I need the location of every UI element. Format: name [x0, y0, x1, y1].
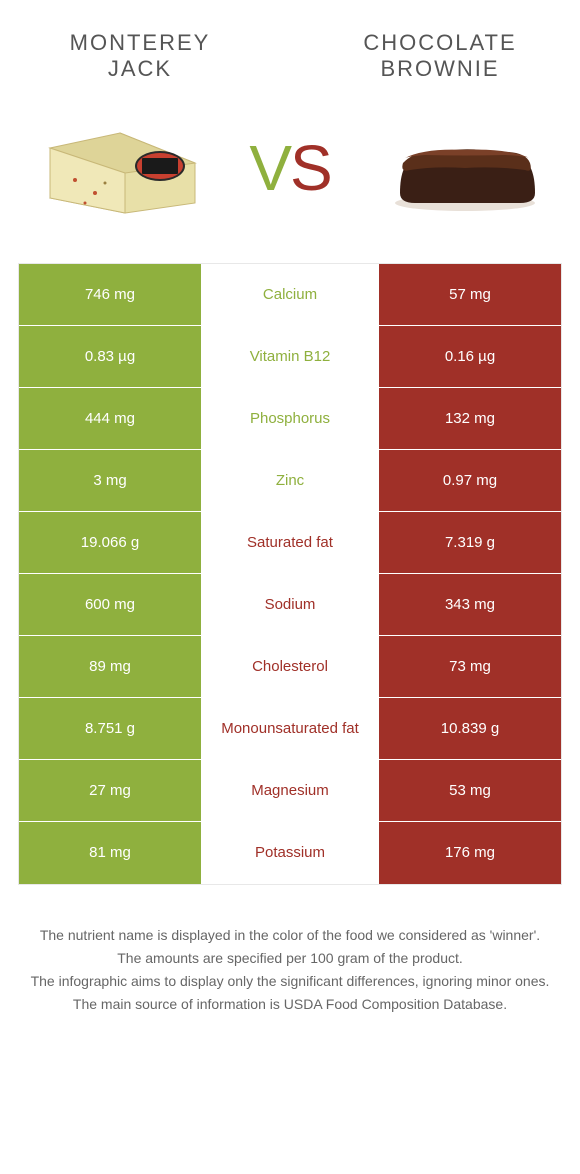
left-value-cell: 89 mg [19, 636, 201, 697]
nutrient-name-cell: Cholesterol [201, 636, 379, 697]
right-value-cell: 0.16 µg [379, 326, 561, 387]
nutrient-name-cell: Magnesium [201, 760, 379, 821]
footer-notes: The nutrient name is displayed in the co… [30, 925, 550, 1015]
nutrient-name-cell: Zinc [201, 450, 379, 511]
nutrient-name-cell: Monounsaturated fat [201, 698, 379, 759]
comparison-table: 746 mgCalcium57 mg0.83 µgVitamin B120.16… [18, 263, 562, 885]
vs-label: VS [249, 131, 330, 205]
right-value-cell: 10.839 g [379, 698, 561, 759]
left-value-cell: 27 mg [19, 760, 201, 821]
table-row: 81 mgPotassium176 mg [19, 822, 561, 884]
footer-line-3: The infographic aims to display only the… [30, 971, 550, 992]
nutrient-name-cell: Vitamin B12 [201, 326, 379, 387]
table-row: 19.066 gSaturated fat7.319 g [19, 512, 561, 574]
table-row: 0.83 µgVitamin B120.16 µg [19, 326, 561, 388]
right-value-cell: 343 mg [379, 574, 561, 635]
table-row: 746 mgCalcium57 mg [19, 264, 561, 326]
table-row: 27 mgMagnesium53 mg [19, 760, 561, 822]
nutrient-name-cell: Potassium [201, 822, 379, 884]
left-value-cell: 444 mg [19, 388, 201, 449]
right-food-title: CHOCOLATE BROWNIE [340, 30, 540, 83]
vs-s-letter: S [290, 131, 331, 205]
footer-line-4: The main source of information is USDA F… [30, 994, 550, 1015]
right-value-cell: 73 mg [379, 636, 561, 697]
left-value-cell: 8.751 g [19, 698, 201, 759]
brownie-icon [375, 108, 550, 228]
footer-line-1: The nutrient name is displayed in the co… [30, 925, 550, 946]
nutrient-name-cell: Sodium [201, 574, 379, 635]
nutrient-name-cell: Phosphorus [201, 388, 379, 449]
left-value-cell: 0.83 µg [19, 326, 201, 387]
nutrient-name-cell: Calcium [201, 264, 379, 325]
nutrient-name-cell: Saturated fat [201, 512, 379, 573]
right-value-cell: 53 mg [379, 760, 561, 821]
right-food-image [375, 108, 550, 228]
table-row: 600 mgSodium343 mg [19, 574, 561, 636]
vs-row: VS [0, 93, 580, 253]
left-food-image [30, 108, 205, 228]
right-value-cell: 0.97 mg [379, 450, 561, 511]
left-value-cell: 3 mg [19, 450, 201, 511]
left-food-title: MONTEREY JACK [40, 30, 240, 83]
footer-line-2: The amounts are specified per 100 gram o… [30, 948, 550, 969]
table-row: 8.751 gMonounsaturated fat10.839 g [19, 698, 561, 760]
vs-v-letter: V [249, 131, 290, 205]
right-value-cell: 57 mg [379, 264, 561, 325]
left-value-cell: 746 mg [19, 264, 201, 325]
table-row: 3 mgZinc0.97 mg [19, 450, 561, 512]
header-titles: MONTEREY JACK CHOCOLATE BROWNIE [0, 0, 580, 93]
table-row: 89 mgCholesterol73 mg [19, 636, 561, 698]
right-value-cell: 176 mg [379, 822, 561, 884]
cheese-icon [30, 108, 205, 228]
left-value-cell: 600 mg [19, 574, 201, 635]
left-value-cell: 81 mg [19, 822, 201, 884]
table-row: 444 mgPhosphorus132 mg [19, 388, 561, 450]
right-value-cell: 132 mg [379, 388, 561, 449]
right-value-cell: 7.319 g [379, 512, 561, 573]
left-value-cell: 19.066 g [19, 512, 201, 573]
